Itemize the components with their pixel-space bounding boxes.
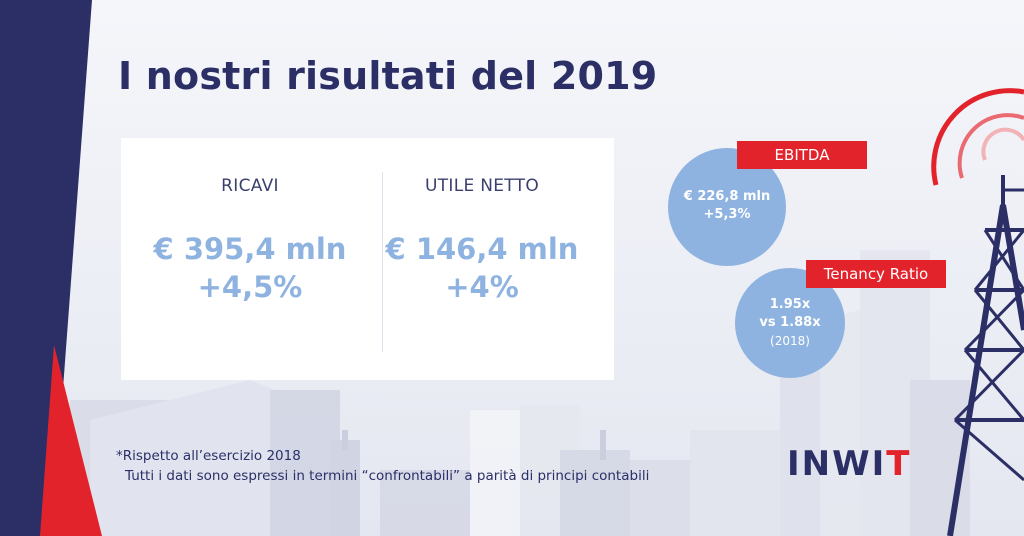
- navy-stripe: [0, 0, 92, 536]
- city-skyline: [70, 250, 970, 536]
- logo-main: INWI: [787, 444, 887, 484]
- tenancy-tag: Tenancy Ratio: [806, 260, 946, 288]
- kpi-panel: [121, 138, 614, 380]
- footnote-line-1: *Rispetto all’esercizio 2018: [116, 448, 301, 464]
- red-stripe: [40, 345, 102, 536]
- tenancy-year: (2018): [770, 334, 810, 348]
- page-title: I nostri risultati del 2019: [118, 54, 658, 98]
- kpi-growth: +4%: [445, 270, 519, 304]
- ebitda-tag: EBITDA: [737, 141, 867, 169]
- inwit-logo: INWIT: [787, 444, 911, 484]
- kpi-value: € 146,4 mln: [385, 232, 579, 266]
- ebitda-growth: +5,3%: [703, 207, 751, 222]
- footnote-line-2: Tutti i dati sono espressi in termini “c…: [125, 468, 650, 484]
- kpi-ricavi: RICAVI € 395,4 mln +4,5%: [130, 176, 370, 306]
- tower-icon: [931, 88, 1024, 536]
- ebitda-value: € 226,8 mln: [683, 189, 771, 204]
- kpi-utile-netto: UTILE NETTO € 146,4 mln +4%: [362, 176, 602, 306]
- kpi-label: UTILE NETTO: [424, 176, 540, 196]
- footnotes: *Rispetto all’esercizio 2018 Tutti i dat…: [116, 446, 649, 486]
- kpi-label: RICAVI: [221, 176, 279, 196]
- kpi-value: € 395,4 mln: [153, 232, 347, 266]
- logo-accent: T: [886, 444, 912, 484]
- kpi-divider: [382, 172, 383, 352]
- kpi-growth: +4,5%: [197, 270, 303, 304]
- tenancy-value: 1.95x: [769, 297, 811, 312]
- tenancy-compare: vs 1.88x: [759, 315, 821, 330]
